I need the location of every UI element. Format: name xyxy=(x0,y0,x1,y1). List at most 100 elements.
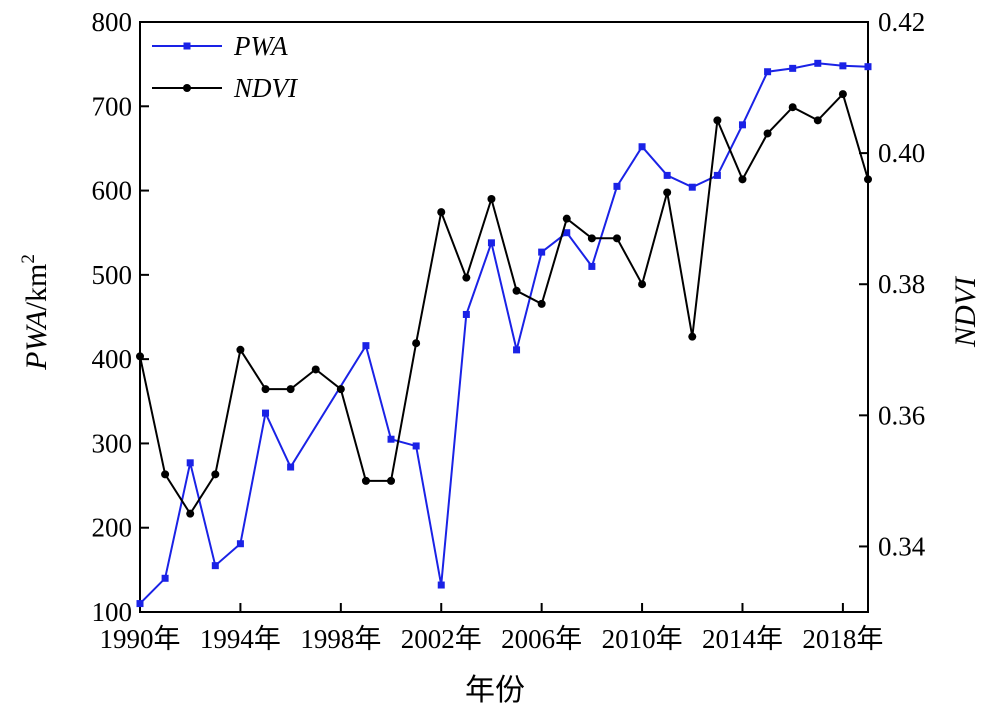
data-point-pwa xyxy=(412,442,420,450)
data-point-pwa xyxy=(713,171,721,179)
x-tick-label: 1990年 xyxy=(100,624,181,654)
data-point-pwa xyxy=(136,600,144,608)
data-point-ndvi xyxy=(136,352,144,361)
data-point-pwa xyxy=(387,435,395,443)
data-point-ndvi xyxy=(437,208,446,217)
data-point-ndvi xyxy=(663,188,672,197)
data-point-ndvi xyxy=(512,286,521,295)
plot-frame xyxy=(139,21,869,613)
data-point-ndvi xyxy=(336,385,345,394)
y-left-tick-label: 600 xyxy=(92,176,133,206)
y-left-tick-label: 300 xyxy=(92,428,133,458)
data-point-pwa xyxy=(262,409,270,417)
data-point-pwa xyxy=(211,562,219,570)
y-left-axis-title-unit: /km xyxy=(20,264,53,311)
data-point-ndvi xyxy=(537,299,546,308)
x-axis-title: 年份 xyxy=(465,674,525,707)
y-left-axis-title-sup: 2 xyxy=(18,254,39,264)
y-left-tick-label: 200 xyxy=(92,513,133,543)
data-point-pwa xyxy=(462,310,470,318)
legend: PWA NDVI xyxy=(152,31,299,103)
data-point-ndvi xyxy=(838,90,847,99)
data-point-pwa xyxy=(688,183,696,191)
data-point-pwa xyxy=(236,540,244,548)
y-right-tick-label: 0.36 xyxy=(878,400,925,430)
y-left-tick-label: 800 xyxy=(92,7,133,37)
data-point-ndvi xyxy=(864,175,872,184)
data-point-pwa xyxy=(814,59,822,67)
data-point-ndvi xyxy=(261,385,270,394)
data-point-ndvi xyxy=(638,280,647,289)
data-point-pwa xyxy=(287,463,295,471)
x-tick-label: 2010年 xyxy=(602,624,683,654)
y-left-tick-label: 400 xyxy=(92,344,133,374)
legend-label-pwa: PWA xyxy=(233,31,288,61)
legend-marker-pwa xyxy=(183,42,191,50)
data-point-ndvi xyxy=(211,470,220,479)
data-point-pwa xyxy=(738,121,746,129)
legend-item-ndvi: NDVI xyxy=(152,73,299,103)
data-point-pwa xyxy=(362,342,370,350)
y-right-tick-label: 0.34 xyxy=(878,531,926,561)
y-left-tick-label: 500 xyxy=(92,260,133,290)
data-point-pwa xyxy=(588,262,596,270)
data-point-ndvi xyxy=(788,103,797,112)
series-ndvi xyxy=(136,90,872,518)
series-line-ndvi xyxy=(139,92,869,516)
series-line-pwa xyxy=(139,62,869,605)
y-left-tick-label: 100 xyxy=(92,597,133,627)
data-point-ndvi xyxy=(587,234,596,243)
x-tick-label: 2006年 xyxy=(501,624,582,654)
data-point-ndvi xyxy=(738,175,747,184)
data-point-pwa xyxy=(663,171,671,179)
data-point-ndvi xyxy=(813,116,822,125)
data-point-ndvi xyxy=(612,234,621,243)
data-point-pwa xyxy=(186,459,194,467)
y-right-axis-title: NDVI xyxy=(949,275,982,348)
x-tick-label: 2018年 xyxy=(802,624,883,654)
data-point-ndvi xyxy=(562,214,571,223)
data-point-ndvi xyxy=(286,385,295,394)
data-point-ndvi xyxy=(361,476,370,485)
y-right-tick-label: 0.42 xyxy=(878,7,925,37)
data-point-ndvi xyxy=(236,345,245,354)
legend-label-ndvi: NDVI xyxy=(233,73,299,103)
right-axis: 0.34 0.36 0.38 0.40 0.42 xyxy=(859,7,926,561)
data-point-pwa xyxy=(638,143,646,151)
data-point-pwa xyxy=(437,581,445,589)
y-left-tick-label: 700 xyxy=(92,91,133,121)
data-point-ndvi xyxy=(161,470,170,479)
data-point-pwa xyxy=(563,229,571,237)
y-left-axis-title-main: PWA xyxy=(20,310,53,371)
data-point-pwa xyxy=(513,346,521,354)
legend-marker-ndvi xyxy=(183,84,191,92)
data-point-ndvi xyxy=(462,273,471,282)
x-axis: 1990年 1994年 1998年 2002年 2006年 2010年 2014年 2018年 xyxy=(100,603,883,654)
y-right-tick-label: 0.40 xyxy=(878,138,925,168)
data-point-pwa xyxy=(864,63,872,71)
y-right-tick-label: 0.38 xyxy=(878,269,925,299)
data-point-ndvi xyxy=(487,195,496,203)
data-point-pwa xyxy=(487,239,495,247)
data-point-ndvi xyxy=(412,339,421,348)
data-point-pwa xyxy=(839,62,847,70)
plot-border xyxy=(139,21,869,613)
legend-item-pwa: PWA xyxy=(152,31,288,61)
data-point-pwa xyxy=(789,64,797,72)
x-tick-label: 2014年 xyxy=(702,624,783,654)
data-point-ndvi xyxy=(311,365,320,374)
data-point-pwa xyxy=(538,248,546,256)
series-pwa xyxy=(136,59,872,608)
series-layer xyxy=(136,59,872,608)
y-left-axis-title: PWA/km2 xyxy=(18,254,53,371)
data-point-pwa xyxy=(764,68,772,76)
data-point-ndvi xyxy=(688,332,697,341)
data-point-pwa xyxy=(161,574,169,582)
data-point-pwa xyxy=(613,182,621,190)
left-axis: 100 200 300 400 500 600 700 800 xyxy=(92,7,149,627)
data-point-ndvi xyxy=(387,476,396,485)
x-tick-label: 1998年 xyxy=(300,624,381,654)
data-point-ndvi xyxy=(713,116,722,125)
data-point-ndvi xyxy=(763,129,772,138)
